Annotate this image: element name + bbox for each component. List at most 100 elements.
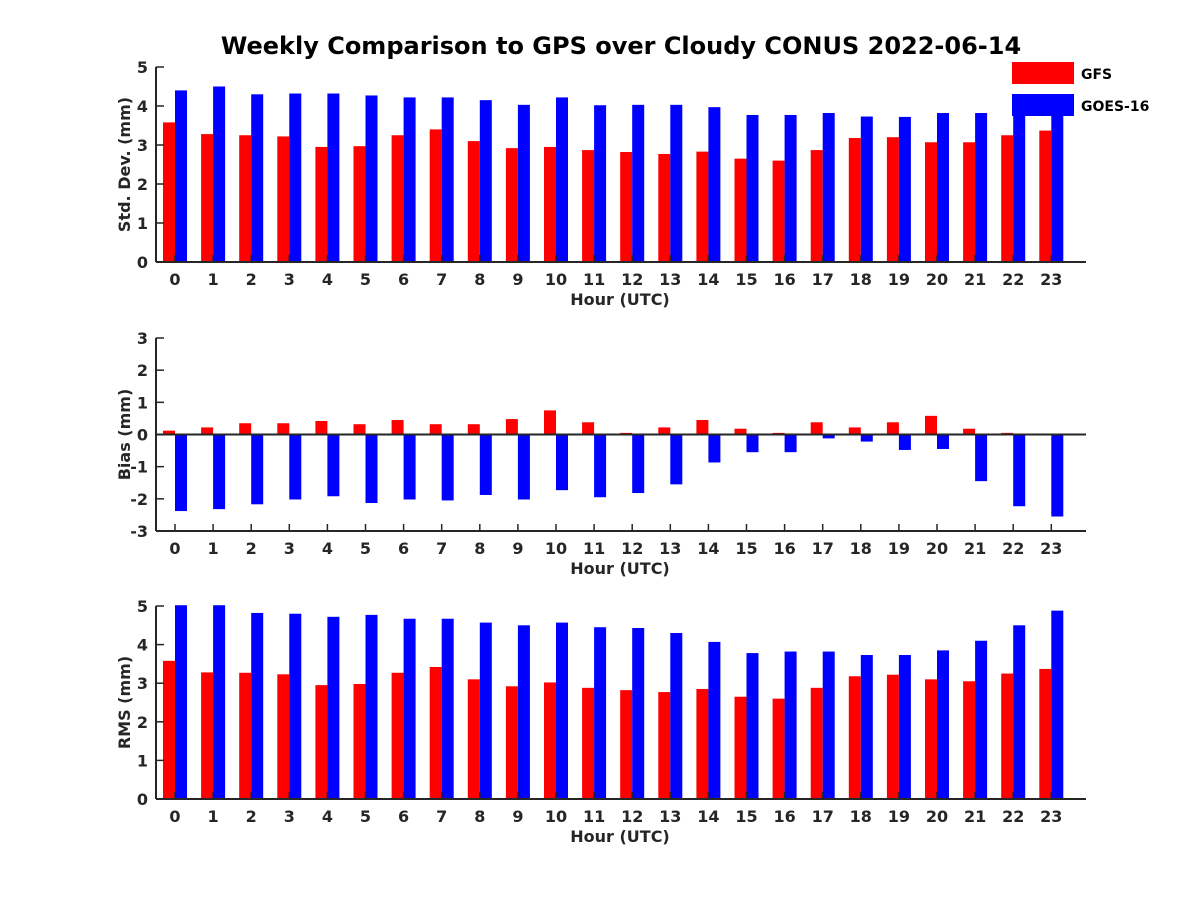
legend-label-gfs: GFS	[1081, 67, 1112, 83]
bar-gfs-hour-13	[658, 692, 671, 799]
legend-label-goes-16: GOES-16	[1081, 99, 1149, 115]
bar-gfs-hour-4	[315, 146, 328, 262]
x-tick-label: 13	[659, 539, 681, 558]
bar-gfs-hour-8	[467, 679, 480, 799]
x-tick-label: 0	[169, 807, 180, 826]
bar-goes-16-hour-20	[937, 434, 949, 449]
bar-gfs-hour-21	[963, 142, 976, 262]
y-tick-label: 0	[137, 426, 148, 445]
bar-goes-16-hour-22	[1013, 434, 1026, 507]
bar-goes-16-hour-19	[898, 116, 911, 262]
bar-gfs-hour-11	[582, 422, 595, 435]
x-tick-label: 13	[659, 807, 681, 826]
bar-gfs-hour-12	[620, 690, 633, 799]
x-tick-label: 1	[208, 807, 219, 826]
x-tick-label: 7	[436, 807, 447, 826]
x-tick-label: 12	[621, 539, 643, 558]
x-tick-label: 12	[621, 807, 643, 826]
bar-goes-16-hour-3	[289, 613, 302, 799]
y-tick-label: 4	[137, 97, 148, 116]
x-tick-label: 8	[474, 807, 485, 826]
bar-gfs-hour-3	[277, 674, 290, 799]
bar-gfs-hour-19	[886, 674, 899, 799]
bar-gfs-hour-7	[429, 666, 442, 799]
bar-goes-16-hour-2	[251, 94, 264, 262]
y-tick-label: 0	[137, 253, 148, 272]
x-tick-label: 16	[773, 270, 795, 289]
bar-goes-16-hour-15	[746, 114, 759, 262]
x-tick-label: 5	[360, 539, 371, 558]
x-tick-label: 18	[850, 539, 872, 558]
bar-goes-16-hour-0	[175, 434, 187, 512]
x-tick-label: 8	[474, 539, 485, 558]
bar-gfs-hour-22	[1001, 135, 1014, 262]
x-tick-label: 10	[545, 539, 567, 558]
bar-gfs-hour-13	[658, 427, 671, 435]
x-tick-label: 18	[850, 807, 872, 826]
bar-gfs-hour-9	[505, 686, 518, 799]
x-tick-label: 17	[812, 807, 834, 826]
bar-goes-16-hour-13	[670, 633, 683, 799]
x-tick-label: 6	[398, 807, 409, 826]
bar-gfs-hour-14	[696, 688, 709, 799]
x-tick-label: 12	[621, 270, 643, 289]
bar-gfs-hour-23	[1039, 130, 1052, 262]
x-axis-label: Hour (UTC)	[570, 827, 670, 846]
x-tick-label: 10	[545, 270, 567, 289]
bar-gfs-hour-19	[886, 422, 899, 435]
x-tick-label: 14	[697, 539, 719, 558]
y-axis-label: Bias (mm)	[115, 389, 134, 481]
bar-goes-16-hour-16	[784, 651, 797, 799]
x-tick-label: 16	[773, 539, 795, 558]
x-tick-label: 9	[512, 539, 523, 558]
bar-goes-16-hour-1	[213, 605, 226, 799]
bar-gfs-hour-17	[810, 150, 823, 262]
bar-goes-16-hour-17	[822, 651, 835, 799]
x-tick-label: 10	[545, 807, 567, 826]
x-tick-label: 20	[926, 270, 948, 289]
bar-goes-16-hour-2	[251, 612, 264, 799]
bar-gfs-hour-17	[810, 422, 823, 435]
bar-gfs-hour-2	[239, 135, 252, 262]
bar-goes-16-hour-14	[708, 434, 721, 463]
bar-goes-16-hour-21	[975, 434, 988, 482]
x-tick-label: 11	[583, 539, 605, 558]
x-tick-label: 19	[888, 539, 910, 558]
bar-goes-16-hour-13	[670, 104, 683, 262]
x-tick-label: 11	[583, 807, 605, 826]
bar-gfs-hour-9	[505, 148, 518, 262]
bar-goes-16-hour-12	[632, 434, 645, 494]
x-tick-label: 15	[735, 807, 757, 826]
bar-gfs-hour-14	[696, 420, 709, 435]
bar-gfs-hour-15	[734, 696, 747, 799]
bar-goes-16-hour-3	[289, 93, 302, 263]
bar-goes-16-hour-11	[594, 105, 607, 262]
x-tick-label: 4	[322, 270, 333, 289]
bar-goes-16-hour-9	[517, 625, 530, 799]
x-tick-label: 6	[398, 539, 409, 558]
bar-goes-16-hour-20	[937, 113, 949, 263]
y-tick-label: 3	[137, 136, 148, 155]
bar-gfs-hour-7	[429, 424, 442, 435]
bar-goes-16-hour-0	[175, 90, 187, 263]
x-tick-label: 3	[284, 807, 295, 826]
bar-gfs-hour-20	[925, 142, 937, 262]
bar-goes-16-hour-9	[517, 104, 530, 262]
y-tick-label: 1	[137, 393, 148, 412]
x-tick-label: 7	[436, 270, 447, 289]
bar-goes-16-hour-6	[403, 434, 416, 500]
y-tick-label: 0	[137, 790, 148, 809]
x-tick-label: 4	[322, 539, 333, 558]
bar-goes-16-hour-5	[365, 434, 378, 504]
x-tick-label: 2	[246, 270, 257, 289]
bar-gfs-hour-6	[391, 135, 404, 262]
bar-goes-16-hour-4	[327, 93, 340, 263]
y-tick-label: 5	[137, 597, 148, 616]
bar-gfs-hour-10	[544, 146, 556, 262]
x-tick-label: 14	[697, 807, 719, 826]
bar-goes-16-hour-7	[441, 434, 454, 501]
x-tick-label: 4	[322, 807, 333, 826]
bar-gfs-hour-13	[658, 153, 671, 262]
x-axis-label: Hour (UTC)	[570, 559, 670, 578]
